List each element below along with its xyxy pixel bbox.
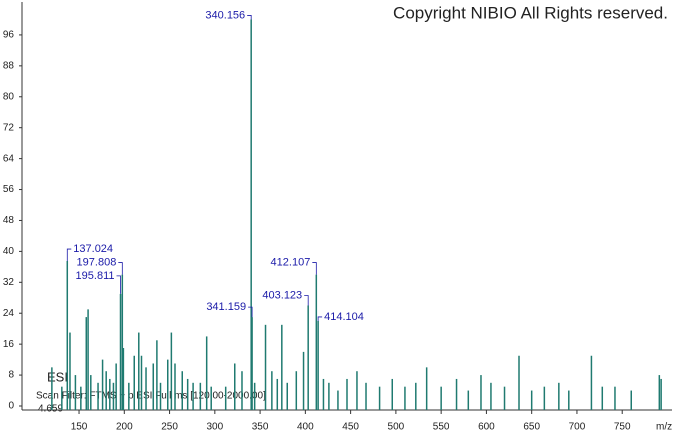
y-tick-label: 72 (3, 122, 15, 133)
peak-label: 195.811 (76, 270, 115, 282)
x-tick-label: 400 (297, 422, 314, 433)
peak-label: 137.024 (73, 243, 113, 255)
peak-label: 341.159 (206, 301, 246, 313)
x-tick-label: 450 (342, 422, 359, 433)
peak-label: 340.156 (205, 9, 245, 21)
x-tick-label: 600 (478, 422, 495, 433)
label-connector (248, 306, 253, 318)
min-label: 4.659 (38, 404, 63, 415)
y-tick-label: 8 (8, 370, 14, 381)
y-tick-label: 40 (3, 246, 15, 257)
label-connector (116, 275, 121, 294)
x-axis-label: m/z (656, 422, 672, 433)
y-tick-label: 48 (3, 215, 15, 226)
x-tick-label: 500 (388, 422, 405, 433)
label-connector (118, 262, 123, 275)
label-connector (66, 248, 72, 262)
peak-label: 403.123 (262, 289, 302, 301)
y-tick-label: 56 (3, 184, 15, 195)
label-connector (247, 15, 252, 20)
copyright: Copyright NIBIO All Rights reserved. (393, 3, 668, 22)
y-tick-label: 24 (3, 308, 15, 319)
scan-filter: Scan Filter: FTMS + p ESI Full ms [120.0… (36, 391, 266, 402)
x-tick-label: 300 (206, 422, 223, 433)
peak-label: 414.104 (324, 311, 364, 323)
x-tick-label: 350 (252, 422, 269, 433)
y-tick-label: 96 (3, 30, 15, 41)
x-tick-label: 550 (433, 422, 450, 433)
x-tick-label: 150 (71, 422, 88, 433)
x-tick-label: 250 (161, 422, 178, 433)
label-connector (317, 316, 323, 321)
ionization: ESI (47, 369, 68, 384)
y-tick-label: 32 (3, 277, 15, 288)
x-tick-label: 650 (523, 422, 540, 433)
x-tick-label: 200 (116, 422, 133, 433)
peak-label: 412.107 (271, 256, 311, 268)
label-connector (312, 262, 317, 275)
label-connector (304, 295, 309, 306)
y-tick-label: 88 (3, 60, 15, 71)
y-tick-label: 0 (8, 401, 14, 412)
y-tick-label: 16 (3, 339, 15, 350)
peak-label: 197.808 (77, 256, 117, 268)
y-tick-label: 80 (3, 91, 15, 102)
x-tick-label: 700 (569, 422, 586, 433)
x-tick-label: 750 (614, 422, 631, 433)
y-tick-label: 64 (3, 153, 15, 164)
